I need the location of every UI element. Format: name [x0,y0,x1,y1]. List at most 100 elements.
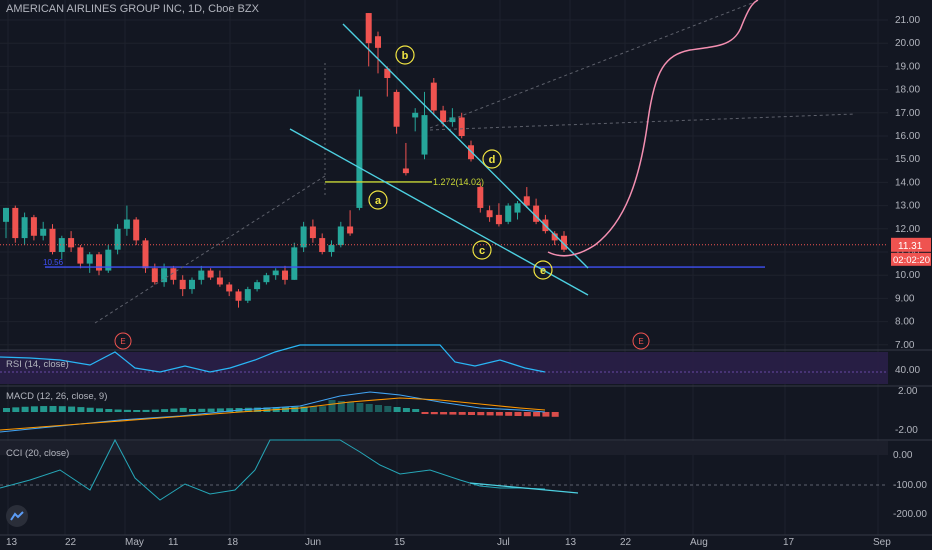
macd-histogram-bar [551,412,559,417]
candle [421,91,428,160]
time-tick: 18 [227,537,239,548]
earnings-marker[interactable]: E [632,332,650,350]
time-tick: Sep [873,537,891,548]
candle [68,231,75,252]
candle-body [505,205,512,222]
macd-histogram-bar [393,407,401,412]
cci-tick: -100.00 [893,480,927,491]
candle-body [430,82,437,111]
candle-body [291,247,298,280]
time-tick: Aug [690,537,708,548]
macd-histogram-bar [123,409,131,412]
candle [402,142,409,176]
candle [347,210,354,236]
macd-histogram-bar [96,408,103,412]
candle [356,89,363,211]
candle-body [254,282,261,290]
time-tick: Jun [305,537,321,548]
candle [40,221,47,241]
candle [477,182,484,213]
candle [21,212,28,246]
macd-line [0,391,546,433]
time-tick: Jul [497,537,510,548]
projection-curve [547,0,759,257]
macd-histogram-bar [151,409,159,412]
macd-tick: -2.00 [895,425,918,436]
earnings-text: E [120,337,125,346]
candle [170,265,177,285]
candle-body [458,117,465,136]
countdown-tag [891,252,931,266]
macd-histogram-bar [198,408,206,412]
earnings-circle [632,332,650,350]
macd-histogram-bar [356,403,364,412]
candle [495,203,502,227]
candle-body [3,207,9,222]
macd-histogram-bar [430,412,438,415]
candle-body [179,279,186,290]
candle-body [375,36,381,48]
macd-histogram-bar [105,409,113,412]
wave-circle [368,190,388,210]
price-tick: 15.00 [895,154,920,165]
indicators: RSI (14, close) MACD (12, 26, close, 9) CC… [0,344,888,501]
candle [282,265,288,285]
macd-histogram-bar [226,408,234,412]
candle [514,200,521,220]
time-tick: 11 [168,537,179,548]
candle [393,89,400,134]
candle [216,270,223,287]
last-price-tag [891,237,931,252]
candle [189,277,195,294]
macd-histogram-bar [468,412,475,415]
wave-label-e: e [533,260,553,280]
wave-circle [472,240,492,260]
candle [449,108,456,127]
candle-body [86,254,93,264]
candle [179,275,186,297]
candle-body [300,226,307,248]
macd-histogram-bar [402,408,410,412]
trendline-upper [342,23,589,269]
candle [551,231,558,246]
earnings-marker[interactable]: E [114,332,132,350]
candle [105,245,112,273]
wave-circle [482,149,502,169]
candle-body [40,228,47,236]
candle-body [123,219,130,229]
macd-histogram-bar [412,409,420,412]
last-price-text: 11.31 [898,241,923,252]
overlays: 10.56 1.272(14.02) a b c d e E E [0,0,888,350]
candle-body [523,196,530,206]
candle-body [21,217,28,239]
candle [365,13,372,67]
candle-body [551,233,558,241]
candle [244,286,251,304]
tradingview-logo[interactable] [6,505,28,527]
support-label: 10.56 [43,258,64,267]
candle-body [30,217,37,236]
candle-body [244,289,251,301]
candle-body [337,226,344,246]
candle-body [365,13,372,44]
candle [49,224,56,255]
candle [291,242,298,280]
candle-body [189,279,195,290]
price-tick: 10.00 [895,270,920,281]
extension-dashed [429,0,761,129]
candle-body [105,249,112,271]
candle-body [170,268,177,280]
macd-histogram-bar [440,412,448,415]
cci-tick: 0.00 [893,450,913,461]
candle-body [12,207,19,239]
rsi-label: RSI (14, close) [6,359,69,370]
candle-body [561,235,567,250]
candle-body [114,228,121,250]
candle [133,217,140,246]
extension-dashed [429,113,856,131]
macd-histogram-bar [458,412,466,415]
wave-label-a: a [368,190,388,210]
price-tick: 20.00 [895,38,920,49]
macd-histogram-bar [375,405,382,412]
